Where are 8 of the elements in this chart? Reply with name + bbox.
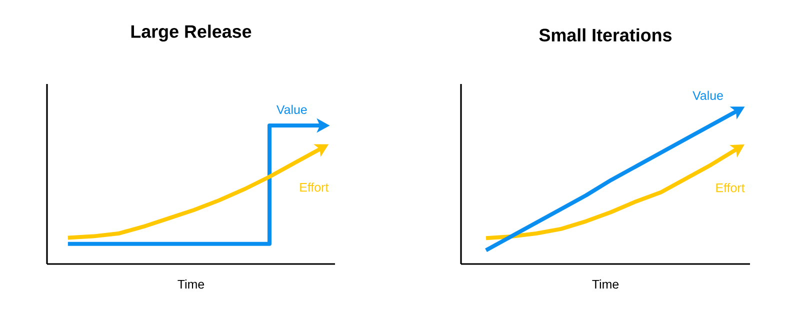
series-label: Effort	[716, 183, 745, 192]
chart-title: Large Release	[131, 24, 252, 42]
series-label: Effort	[300, 182, 329, 192]
series-label: Value	[692, 90, 723, 100]
chart-title: Small Iterations	[539, 28, 672, 42]
x-axis-title: Time	[178, 280, 204, 289]
x-axis-title: Time	[592, 280, 619, 289]
series-label: Value	[276, 104, 307, 114]
